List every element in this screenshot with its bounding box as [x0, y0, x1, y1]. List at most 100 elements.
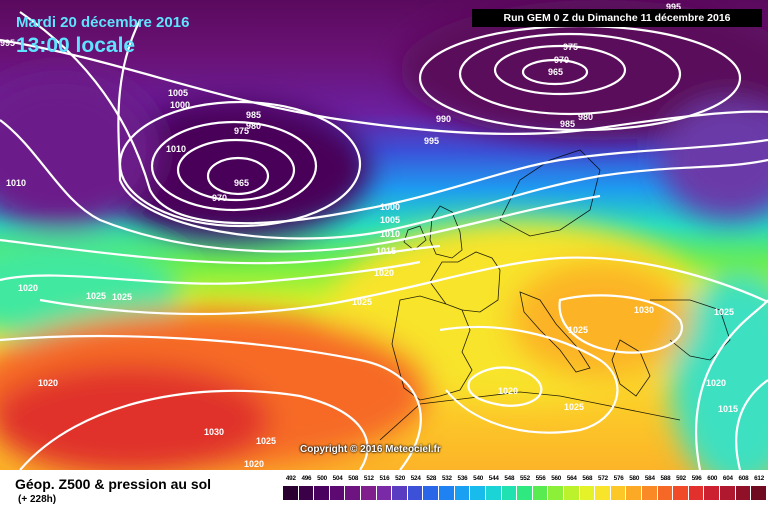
- pressure-label: 1010: [6, 178, 26, 188]
- green-east: [670, 270, 768, 470]
- legend-swatch: [329, 486, 346, 500]
- pressure-label: 970: [212, 193, 227, 203]
- isobar-965-north: [521, 58, 589, 86]
- legend-value: 540: [473, 475, 484, 482]
- pressure-label: 1030: [204, 427, 224, 437]
- pressure-label: 995: [0, 38, 15, 48]
- iberia-coast: [391, 295, 473, 401]
- legend-value: 528: [426, 475, 437, 482]
- legend-swatch: [532, 486, 549, 500]
- map-title: Géop. Z500 & pression au sol: [15, 476, 212, 492]
- legend-swatch: [470, 486, 486, 500]
- legend-value: 556: [535, 475, 546, 482]
- legend-value: 520: [395, 475, 406, 482]
- isobar-970-atlantic: [176, 138, 296, 202]
- pressure-label: 1030: [634, 305, 654, 315]
- pressure-label: 1025: [568, 325, 588, 335]
- britain-coast: [429, 205, 463, 259]
- legend-swatch: [376, 486, 393, 500]
- isobar-965-atlantic: [206, 156, 270, 196]
- pressure-label: 980: [246, 121, 261, 131]
- legend-swatch: [485, 486, 502, 500]
- pressure-label: 995: [666, 2, 681, 12]
- legend-value: 572: [598, 475, 608, 482]
- legend-swatch: [501, 486, 518, 500]
- legend-swatch: [673, 486, 689, 500]
- isobars: [0, 11, 768, 470]
- pressure-label: 1010: [380, 229, 400, 239]
- legend-value: 544: [488, 475, 499, 482]
- pressure-label: 1025: [714, 307, 734, 317]
- legend-value: 600: [707, 475, 718, 482]
- pressure-label: 1025: [86, 291, 106, 301]
- pressure-label: 985: [246, 110, 261, 120]
- isobar-970-north: [493, 44, 627, 96]
- legend-value: 612: [754, 475, 765, 482]
- low-core-atlantic: [90, 100, 370, 240]
- legend-labels: 492 496 500 504 508 512 516 520 524 528 532 536 540 5…: [283, 474, 767, 484]
- isobar-1025: [39, 256, 768, 316]
- legend-swatch: [361, 486, 377, 500]
- pressure-label: 1005: [168, 88, 188, 98]
- isobar-1005: [117, 19, 768, 240]
- eastern-coast: [650, 299, 731, 361]
- pressure-label: 1005: [380, 215, 400, 225]
- legend-swatch: [657, 486, 674, 500]
- scandinavia-coast: [499, 149, 601, 237]
- legend-swatch: [345, 486, 362, 500]
- pressure-label: 975: [563, 42, 578, 52]
- isobar-1010: [0, 119, 601, 253]
- pressure-label: 1020: [244, 459, 264, 469]
- legend-value: 604: [722, 475, 733, 482]
- pressure-label: 980: [578, 112, 593, 122]
- pressure-label: 1025: [564, 402, 584, 412]
- legend-value: 568: [582, 475, 593, 482]
- pressure-label: 1020: [38, 378, 58, 388]
- legend-value: 500: [317, 475, 327, 482]
- purple-band-west: [0, 70, 160, 230]
- pressure-label: 1000: [380, 202, 400, 212]
- legend-value: 588: [660, 475, 671, 482]
- isobar-1000: [19, 11, 768, 225]
- isobar-1020-spain: [467, 366, 543, 407]
- legend-swatch: [751, 486, 767, 500]
- legend-swatch: [298, 486, 315, 500]
- legend-swatch: [626, 486, 643, 500]
- pressure-label: 965: [548, 67, 563, 77]
- legend-swatch: [610, 486, 627, 500]
- legend-value: 560: [551, 475, 562, 482]
- legend-value: 580: [629, 475, 640, 482]
- italy-coast: [519, 291, 591, 373]
- isobar-975-north: [458, 32, 682, 116]
- isobar-1030: [19, 389, 369, 470]
- legend-swatch: [688, 486, 705, 500]
- copyright-label: Copyright © 2016 Meteociel.fr: [300, 444, 441, 455]
- forecast-local-time: 13:00 locale: [16, 34, 136, 57]
- legend-value: 516: [379, 475, 390, 482]
- pressure-label: 975: [234, 126, 249, 136]
- pressure-label: 995: [424, 136, 439, 146]
- isobar-1025-med: [439, 325, 619, 434]
- pressure-label-layer: 995 1010 1005 1000 985 980 975 965 970 1…: [0, 2, 738, 469]
- pressure-label: 1020: [18, 283, 38, 293]
- isobar-1020: [0, 260, 421, 285]
- pressure-label: 1015: [718, 404, 738, 414]
- legend-swatch: [517, 486, 533, 500]
- legend-swatch: [423, 486, 440, 500]
- isobar-995: [0, 38, 768, 135]
- pressure-label: 1000: [170, 100, 190, 110]
- legend-swatch: [704, 486, 721, 500]
- legend-swatch: [548, 486, 564, 500]
- pressure-label: 1015: [376, 246, 396, 256]
- legend-swatch: [720, 486, 736, 500]
- orange-balkans: [510, 260, 690, 380]
- legend-value: 608: [738, 475, 749, 482]
- isobar-975-atlantic: [150, 120, 318, 212]
- legend-value: 552: [519, 475, 530, 482]
- legend-value: 564: [566, 475, 577, 482]
- legend-value: 576: [613, 475, 624, 482]
- pressure-label: 1010: [166, 144, 186, 154]
- forecast-date: Mardi 20 décembre 2016: [16, 14, 190, 31]
- legend-value: 532: [441, 475, 452, 482]
- pressure-label: 1025: [112, 292, 132, 302]
